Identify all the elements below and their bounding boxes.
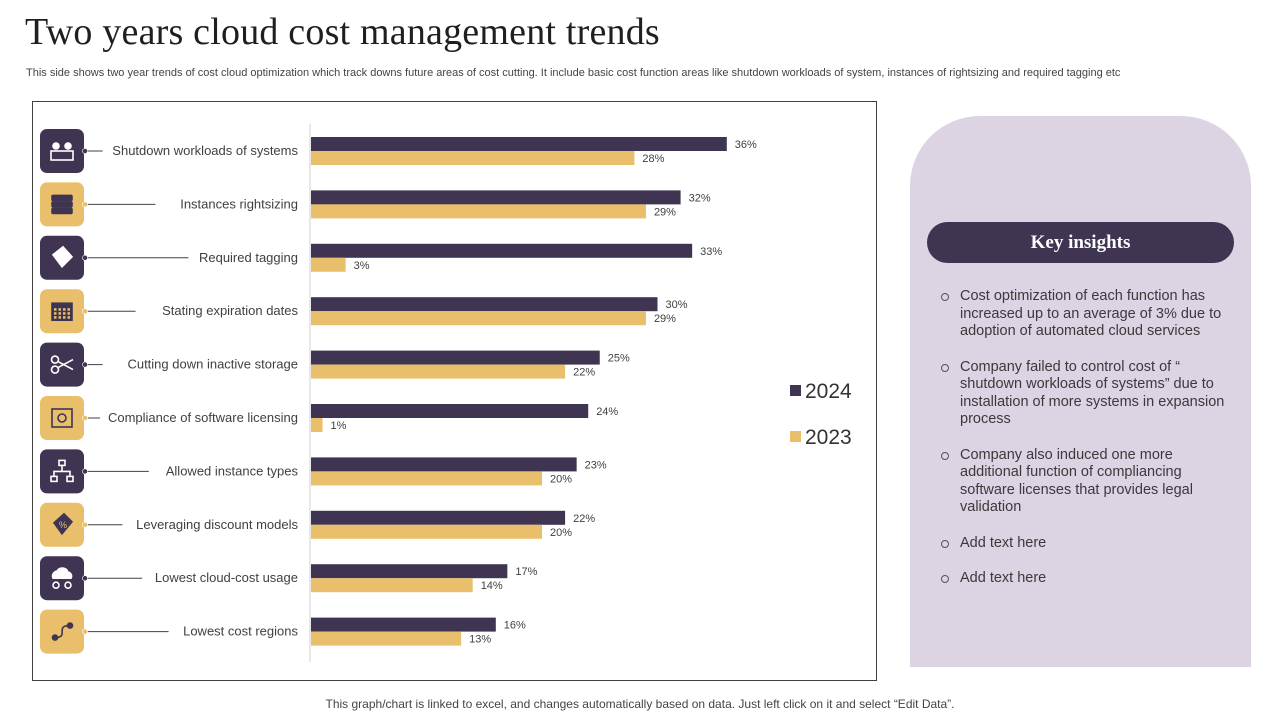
insight-text: Cost optimization of each function has i… — [960, 288, 1222, 339]
bar-2024[interactable] — [311, 350, 600, 365]
page-subtitle: This side shows two year trends of cost … — [26, 67, 1121, 79]
circle-bullet-icon — [941, 575, 949, 583]
bar-2023[interactable] — [311, 578, 473, 593]
category-label: Compliance of software licensing — [108, 410, 298, 425]
bar-2024[interactable] — [311, 457, 577, 472]
bar-2023[interactable] — [311, 418, 323, 432]
category-label: Lowest cost regions — [183, 624, 298, 639]
data-label-2023: 29% — [654, 313, 676, 325]
data-label-2024: 25% — [608, 353, 630, 365]
insight-item: Cost optimization of each function has i… — [938, 288, 1238, 341]
category-label: Stating expiration dates — [162, 303, 298, 318]
circle-bullet-icon — [941, 539, 949, 548]
bar-2023[interactable] — [311, 364, 566, 379]
insight-item: Company failed to control cost of “ shut… — [938, 359, 1238, 429]
bar-2024[interactable] — [311, 190, 681, 205]
data-label-2023: 13% — [469, 634, 491, 646]
bar-2023[interactable] — [311, 257, 346, 272]
circle-bullet-icon — [941, 451, 949, 460]
bar-chart[interactable]: 36% 28% Shutdown workloads of systems 32% 29… — [33, 102, 878, 682]
data-label-2023: 28% — [642, 153, 664, 165]
connector-dot — [82, 628, 88, 635]
bar-2023[interactable] — [311, 471, 542, 486]
data-label-2024: 17% — [515, 566, 537, 578]
bar-2024[interactable] — [311, 564, 508, 579]
category-label: Lowest cloud-cost usage — [155, 570, 298, 585]
license-certificate-icon — [40, 396, 84, 440]
category-label: Shutdown workloads of systems — [112, 143, 298, 158]
circle-bullet-icon — [941, 293, 949, 301]
bar-2024[interactable] — [311, 243, 693, 258]
bar-2023[interactable] — [311, 524, 542, 539]
bar-2023[interactable] — [311, 631, 462, 646]
legend-swatch-2024 — [790, 385, 801, 396]
category-label: Allowed instance types — [166, 463, 299, 478]
bar-2024[interactable] — [311, 510, 566, 525]
key-insights-list: Cost optimization of each function has i… — [938, 288, 1238, 606]
insight-item: Add text here — [938, 535, 1238, 553]
data-label-2024: 22% — [573, 513, 595, 525]
connector-dot — [82, 468, 88, 475]
page-title: Two years cloud cost management trends — [25, 11, 660, 53]
insight-item: Add text here — [938, 570, 1238, 588]
svg-text:%: % — [59, 520, 67, 530]
connector-dot — [82, 361, 88, 368]
data-label-2023: 14% — [481, 580, 503, 592]
insight-text: Add text here — [960, 534, 1047, 551]
legend-swatch-2023 — [790, 431, 801, 442]
data-label-2024: 32% — [689, 192, 711, 204]
data-label-2024: 36% — [735, 139, 757, 151]
insight-text: Company failed to control cost of “ shut… — [960, 358, 1225, 428]
connector-dot — [82, 308, 88, 315]
connector-dot — [82, 521, 88, 528]
bar-2024[interactable] — [311, 297, 658, 312]
chart-frame[interactable]: 36% 28% Shutdown workloads of systems 32% 29… — [32, 101, 877, 681]
category-label: Cutting down inactive storage — [127, 357, 298, 372]
bar-2024[interactable] — [311, 137, 727, 151]
bar-2023[interactable] — [311, 151, 635, 165]
connector-dot — [82, 254, 88, 261]
data-label-2024: 23% — [585, 459, 607, 471]
data-label-2023: 20% — [550, 473, 572, 485]
connector-dot — [82, 575, 88, 582]
data-label-2024: 30% — [666, 299, 688, 311]
key-insights-header: Key insights — [927, 222, 1234, 263]
connector-dot — [82, 415, 88, 421]
data-label-2023: 29% — [654, 206, 676, 218]
data-label-2023: 22% — [573, 367, 595, 379]
bar-2023[interactable] — [311, 204, 646, 219]
connector-dot — [82, 201, 88, 208]
circle-bullet-icon — [941, 363, 949, 372]
bar-2023[interactable] — [311, 311, 646, 326]
connector-dot — [82, 148, 88, 154]
category-label: Required tagging — [199, 250, 298, 265]
category-label: Leveraging discount models — [136, 517, 298, 532]
legend-label-2024: 2024 — [805, 380, 852, 403]
footer-note: This graph/chart is linked to excel, and… — [325, 697, 955, 711]
key-insights-panel: Key insights Cost optimization of each f… — [910, 116, 1251, 667]
category-label: Instances rightsizing — [180, 196, 298, 211]
legend-label-2023: 2023 — [805, 426, 852, 449]
data-label-2023: 20% — [550, 527, 572, 539]
insight-text: Company also induced one more additional… — [960, 446, 1193, 516]
data-label-2024: 16% — [504, 620, 526, 632]
data-label-2023: 3% — [354, 260, 370, 272]
data-label-2024: 24% — [596, 406, 618, 418]
bar-2024[interactable] — [311, 404, 589, 418]
insight-text: Add text here — [960, 570, 1047, 586]
data-label-2024: 33% — [700, 246, 722, 258]
insight-item: Company also induced one more additional… — [938, 447, 1238, 517]
bar-2024[interactable] — [311, 617, 496, 632]
data-label-2023: 1% — [331, 420, 347, 432]
